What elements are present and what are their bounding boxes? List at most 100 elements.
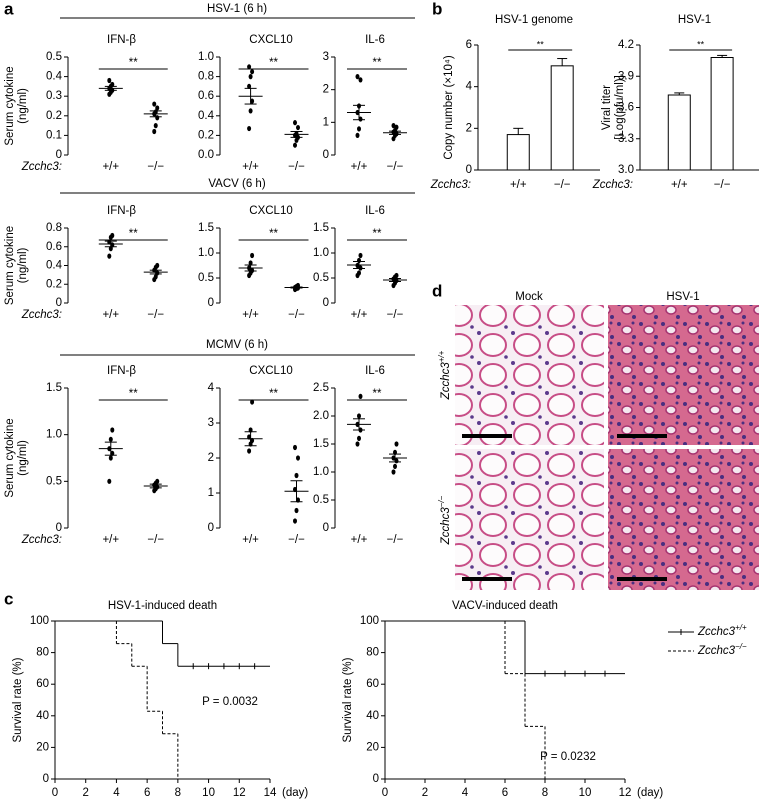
image-row-label: Zcchc3−/−	[437, 495, 452, 545]
y-tick-label: 0.4	[198, 110, 215, 122]
x-axis-unit: (day)	[282, 787, 308, 799]
y-tick-label: 0.5	[198, 272, 214, 284]
chart-title: IL-6	[365, 365, 385, 377]
y-tick-label: 1	[323, 116, 329, 128]
y-tick-label: 0.1	[46, 129, 62, 141]
y-tick-label: 3.0	[618, 164, 634, 176]
data-point	[248, 108, 253, 114]
x-tick-label: 12	[233, 787, 246, 799]
data-point	[110, 427, 115, 433]
y-tick-label: 2	[466, 122, 472, 134]
data-point	[357, 126, 361, 132]
y-tick-label: 0.4	[46, 71, 63, 83]
data-point	[296, 124, 300, 131]
data-point	[394, 124, 399, 130]
y-tick-label: 0.5	[46, 475, 62, 487]
x-tick-label: 10	[202, 787, 215, 799]
chart-title: IFN-β	[107, 34, 136, 46]
significance-label: **	[269, 57, 278, 69]
y-tick-label: 2	[323, 84, 329, 96]
bar	[710, 57, 734, 171]
x-tick-label: 2	[422, 787, 428, 799]
y-tick-label: 80	[366, 647, 379, 659]
y-tick-label: 3	[323, 51, 329, 63]
y-tick-label: 0.6	[46, 241, 62, 253]
chart-title: IL-6	[365, 34, 385, 46]
x-tick-label: −/−	[387, 161, 404, 173]
x-tick-label: +/+	[351, 534, 368, 546]
data-point	[108, 455, 113, 461]
data-point	[355, 74, 360, 80]
y-tick-label: 0.3	[46, 90, 62, 102]
group-title: HSV-1 (6 h)	[207, 3, 267, 15]
significance-label: **	[129, 388, 138, 400]
legend-name: Zcchc3	[697, 645, 736, 657]
x-tick-label: 10	[579, 787, 592, 799]
y-axis-label: Serum cytokine	[4, 66, 16, 145]
y-tick-label: 0.2	[46, 278, 62, 290]
histology-image	[455, 305, 604, 445]
y-tick-label: 0	[56, 297, 62, 309]
chart-title: HSV-1-induced death	[108, 600, 217, 612]
y-axis-label: Survival rate (%)	[342, 657, 354, 742]
y-tick-label: 1.5	[46, 382, 62, 394]
y-axis-label: (ng/ml)	[17, 88, 29, 124]
x-tick-label: +/+	[102, 161, 119, 173]
y-tick-label: 0.5	[313, 494, 329, 506]
y-tick-label: 0.5	[46, 51, 62, 63]
y-tick-label: 2.5	[313, 382, 329, 394]
data-point	[293, 120, 297, 126]
y-tick-label: 1.5	[313, 438, 329, 450]
data-point	[248, 74, 253, 80]
y-tick-label: 1	[208, 487, 214, 499]
data-point	[293, 142, 297, 148]
y-tick-label: 100	[30, 615, 49, 627]
y-tick-label: 20	[36, 741, 49, 753]
image-row-label: Zcchc3+/+	[437, 350, 452, 400]
significance-label: **	[697, 39, 705, 49]
chart-title: HSV-1 genome	[495, 14, 573, 26]
legend-superscript: −/−	[735, 642, 747, 651]
y-tick-label: 0	[56, 149, 62, 161]
data-point	[293, 444, 297, 451]
y-tick-label: 80	[36, 647, 49, 659]
significance-label: **	[373, 57, 382, 69]
x-tick-label: −/−	[288, 161, 305, 173]
y-tick-label: 1.0	[198, 51, 214, 63]
data-point	[247, 448, 252, 454]
data-point	[394, 441, 399, 447]
x-tick-label: +/+	[242, 309, 259, 321]
y-tick-label: 40	[366, 710, 379, 722]
x-tick-label: 0	[52, 787, 58, 799]
group-title: VACV (6 h)	[208, 178, 265, 190]
data-point	[296, 455, 300, 461]
x-tick-label: 4	[462, 787, 469, 799]
y-axis-label: Serum cytokine	[4, 418, 16, 497]
y-tick-label: 0	[373, 773, 379, 785]
y-axis-label: Copy number (×10⁴)	[443, 55, 455, 160]
x-axis-label: Zcchc3:	[592, 179, 633, 191]
y-tick-label: 1.0	[198, 247, 214, 259]
bar	[550, 65, 574, 171]
y-tick-label: 0.8	[46, 222, 62, 234]
group-title: MCMV (6 h)	[206, 339, 268, 351]
y-tick-label: 0.4	[46, 260, 63, 272]
y-tick-label: 4	[208, 382, 215, 394]
x-tick-label: 12	[619, 787, 632, 799]
y-axis-label: Survival rate (%)	[12, 657, 24, 742]
significance-label: **	[129, 57, 138, 69]
data-point	[357, 413, 361, 419]
panel-label: b	[432, 0, 442, 18]
chart-title: VACV-induced death	[452, 600, 558, 612]
y-tick-label: 0.5	[313, 272, 329, 284]
data-point	[294, 472, 299, 479]
data-point	[248, 260, 253, 266]
significance-label: **	[269, 388, 278, 400]
x-tick-label: 2	[83, 787, 89, 799]
panel-label: d	[432, 281, 442, 300]
y-tick-label: 60	[36, 678, 49, 690]
data-point	[110, 81, 115, 88]
legend-name: Zcchc3	[697, 626, 736, 638]
x-tick-label: −/−	[554, 179, 571, 191]
